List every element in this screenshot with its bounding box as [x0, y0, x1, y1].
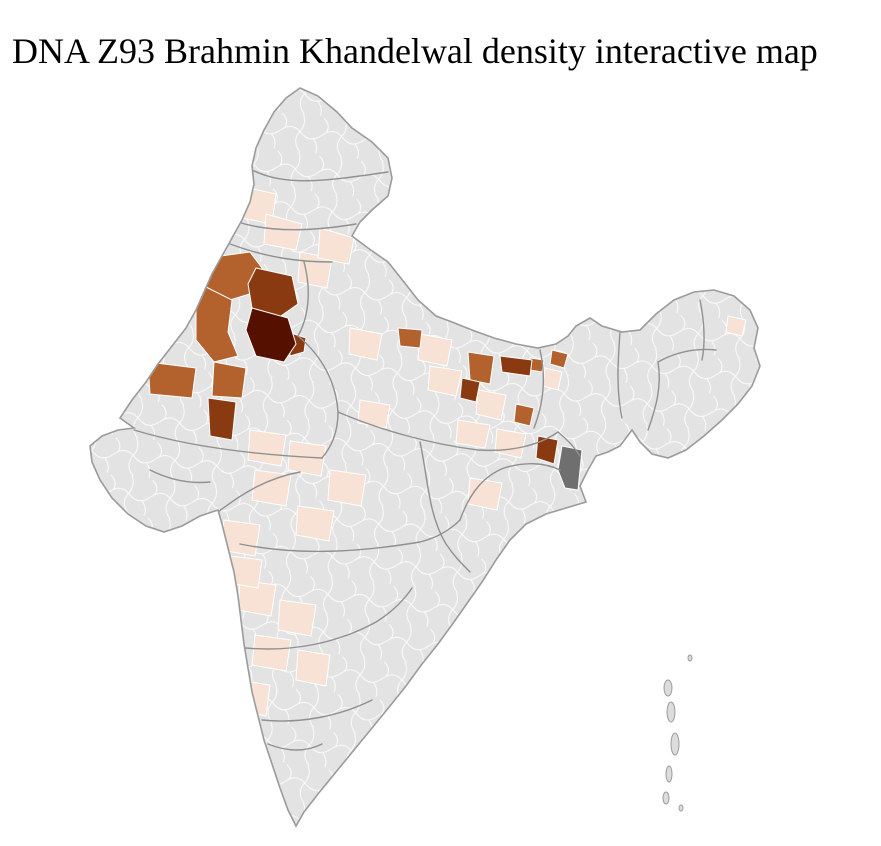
density-districts-highest [245, 307, 297, 363]
state-border [297, 261, 309, 337]
state-border [657, 348, 717, 363]
state-border [337, 411, 559, 452]
district[interactable] [327, 469, 367, 507]
andaman-islands[interactable] [662, 654, 693, 812]
district[interactable] [542, 367, 563, 391]
district[interactable] [455, 419, 491, 449]
district[interactable] [427, 365, 463, 397]
district[interactable] [535, 435, 559, 465]
district[interactable] [725, 315, 747, 337]
state-border [459, 463, 561, 521]
island[interactable] [663, 679, 673, 697]
district[interactable] [263, 213, 303, 251]
state-border [149, 469, 211, 484]
district[interactable] [247, 429, 287, 467]
district[interactable] [211, 361, 247, 399]
district[interactable] [475, 389, 507, 421]
district[interactable] [287, 440, 327, 477]
island[interactable] [670, 732, 680, 756]
state-border [533, 349, 545, 429]
district[interactable] [397, 327, 423, 349]
state-border [557, 431, 581, 457]
district[interactable] [513, 403, 535, 427]
island[interactable] [662, 791, 670, 805]
district[interactable] [494, 428, 527, 459]
district[interactable] [549, 349, 569, 369]
density-districts-low [220, 185, 747, 717]
state-border [699, 299, 705, 361]
island[interactable] [665, 765, 673, 783]
country-outline [89, 87, 761, 828]
district[interactable] [277, 599, 317, 637]
district[interactable] [357, 399, 391, 429]
state-borders [133, 169, 717, 751]
density-districts-high [207, 267, 559, 465]
state-border [133, 429, 323, 459]
district[interactable] [227, 555, 263, 589]
district[interactable] [220, 519, 261, 557]
island[interactable] [687, 654, 693, 662]
district[interactable] [147, 361, 197, 399]
state-border [251, 169, 389, 182]
state-border [217, 471, 301, 513]
district[interactable] [295, 505, 335, 542]
state-border [647, 361, 660, 431]
state-border [229, 243, 333, 263]
district[interactable] [467, 477, 503, 511]
island[interactable] [678, 804, 684, 812]
district[interactable] [467, 351, 495, 385]
state-border [261, 699, 373, 722]
district[interactable] [207, 397, 237, 441]
district[interactable] [499, 355, 533, 377]
district[interactable] [245, 307, 297, 363]
district[interactable] [251, 469, 292, 507]
state-border [245, 587, 413, 650]
district[interactable] [195, 285, 239, 363]
district[interactable] [417, 333, 453, 367]
district[interactable] [251, 634, 292, 672]
district-gray[interactable] [557, 445, 583, 491]
island[interactable] [666, 701, 676, 723]
state-border [237, 221, 357, 231]
district[interactable] [317, 227, 355, 265]
state-border [267, 743, 323, 751]
state-border [419, 441, 471, 573]
state-border [239, 519, 461, 553]
district[interactable] [348, 327, 383, 361]
state-border [617, 331, 623, 419]
page-title: DNA Z93 Brahmin Khandelwal density inter… [12, 31, 818, 72]
district[interactable] [295, 649, 331, 687]
district[interactable] [459, 377, 481, 403]
